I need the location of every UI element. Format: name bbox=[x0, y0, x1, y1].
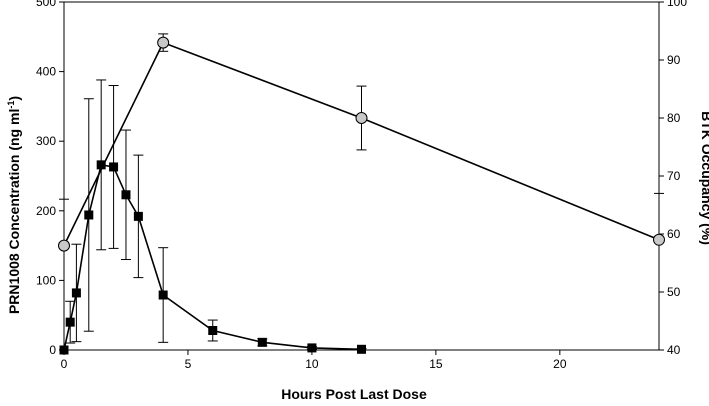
square-marker bbox=[109, 162, 119, 172]
y2-tick-label: 100 bbox=[667, 0, 687, 9]
y2-tick-label: 50 bbox=[667, 285, 681, 299]
y2-tick-label: 90 bbox=[667, 53, 681, 67]
circle-marker bbox=[157, 36, 170, 49]
y-tick-label: 500 bbox=[36, 0, 56, 9]
y-axis-title-superscript: -1 bbox=[6, 101, 16, 109]
circle-marker bbox=[58, 239, 70, 252]
x-tick-label: 15 bbox=[429, 357, 443, 371]
series-line-1 bbox=[63, 41, 660, 246]
y2-tick-label: 60 bbox=[667, 227, 681, 241]
y-tick-label: 400 bbox=[36, 65, 56, 79]
square-marker bbox=[71, 288, 81, 298]
circle-marker bbox=[355, 112, 368, 124]
circle-marker bbox=[653, 233, 665, 246]
x-tick-label: 5 bbox=[185, 357, 192, 371]
y-tick-label: 300 bbox=[36, 134, 56, 148]
square-marker bbox=[158, 290, 168, 300]
x-tick-label: 0 bbox=[61, 357, 68, 371]
y2-axis-title: BTK Occupancy (%) bbox=[699, 111, 709, 245]
axis-labels: Hours Post Last Dose PRN1008 Concentrati… bbox=[6, 96, 709, 402]
y-axis-title-close: ) bbox=[6, 96, 22, 101]
square-marker bbox=[133, 211, 143, 221]
y-tick-label: 100 bbox=[36, 273, 56, 287]
y-axis-title-main: PRN1008 Concentration (ng ml bbox=[6, 109, 22, 314]
y2-tick-label: 80 bbox=[667, 111, 681, 125]
square-marker bbox=[121, 190, 131, 200]
y-axis-title: PRN1008 Concentration (ng ml-1) bbox=[6, 96, 22, 314]
square-marker bbox=[307, 343, 317, 353]
y2-tick-label: 70 bbox=[667, 169, 681, 183]
x-tick-label: 20 bbox=[553, 357, 567, 371]
square-marker bbox=[96, 160, 106, 170]
square-marker bbox=[357, 344, 366, 354]
square-marker bbox=[257, 337, 267, 347]
square-marker bbox=[59, 345, 69, 355]
plot-frame bbox=[63, 1, 660, 351]
square-marker bbox=[65, 317, 75, 327]
y2-tick-label: 40 bbox=[667, 343, 681, 357]
square-marker bbox=[84, 210, 94, 220]
x-axis-title: Hours Post Last Dose bbox=[281, 386, 427, 402]
square-marker bbox=[208, 326, 218, 336]
y-tick-label: 200 bbox=[36, 204, 56, 218]
x-tick-label: 10 bbox=[305, 357, 319, 371]
y-tick-label: 0 bbox=[49, 343, 56, 357]
series-markers bbox=[58, 36, 665, 355]
error-bars bbox=[59, 33, 664, 351]
